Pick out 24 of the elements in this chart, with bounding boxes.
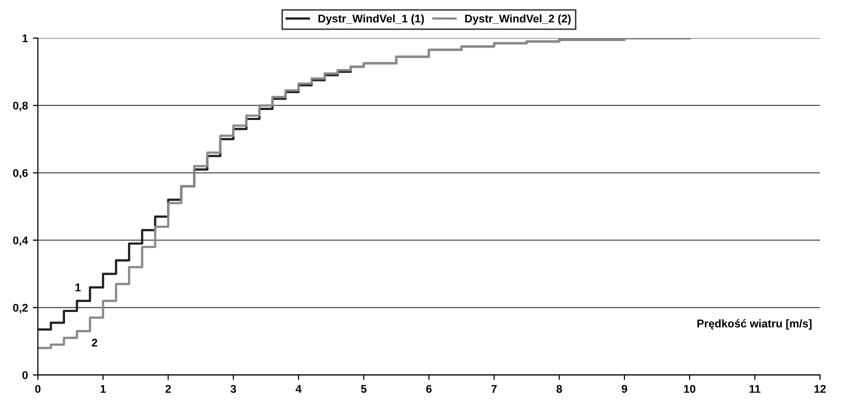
x-tick-label: 5 [360, 385, 367, 393]
x-tick-label: 11 [750, 385, 760, 393]
x-tick-label: 1 [100, 385, 106, 393]
x-tick-label: 9 [622, 384, 628, 393]
legend-label: Dystr_WindVel_2 (2) [465, 14, 571, 25]
x-tick-label: 3 [230, 384, 236, 393]
x-tick-label: 4 [296, 385, 302, 393]
annotation: 2 [92, 338, 98, 347]
x-axis-title: Prędkość wiatru [m/s] [697, 319, 812, 330]
x-tick-label: 6 [426, 384, 432, 393]
annotation: 1 [76, 284, 81, 292]
y-tick-label: 1 [22, 34, 28, 42]
x-tick-label: 10 [684, 384, 696, 393]
y-tick-label: 0,6 [13, 169, 28, 179]
x-tick-label: 7 [491, 385, 497, 393]
y-tick-label: 0,2 [13, 304, 28, 314]
y-tick-label: 0,8 [13, 102, 28, 112]
y-tick-label: 0 [22, 371, 28, 380]
legend-label: Dystr_WindVel_1 (1) [318, 14, 424, 25]
y-tick-label: 0,4 [13, 236, 28, 246]
x-tick-label: 12 [814, 384, 826, 393]
x-tick-label: 8 [556, 384, 562, 393]
x-tick-label: 2 [165, 384, 171, 393]
x-tick-label: 0 [35, 384, 40, 393]
